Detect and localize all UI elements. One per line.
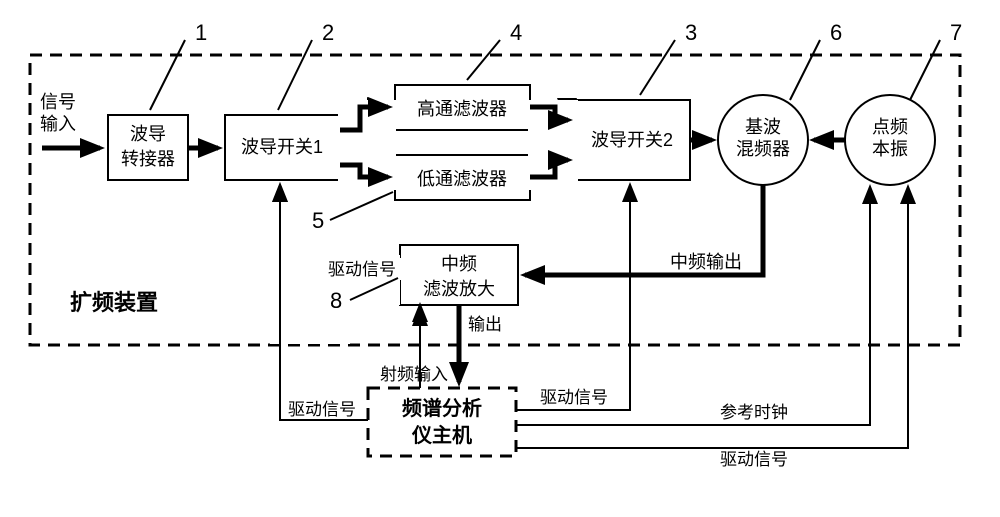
- analyzer-l2: 仪主机: [411, 423, 472, 447]
- arrow-sw1-lpf: [340, 168, 387, 177]
- num-5: 5: [312, 208, 324, 233]
- callout-8: [350, 278, 398, 300]
- switch1-label: 波导开关1: [241, 137, 323, 157]
- callout-2: [278, 40, 312, 110]
- num-2: 2: [322, 20, 334, 45]
- callout-3: [640, 40, 675, 95]
- ifamp-l1: 中频: [441, 254, 477, 274]
- num-3: 3: [685, 20, 697, 45]
- arrow-sw1-hpf: [340, 107, 387, 128]
- hpf-label: 高通滤波器: [417, 99, 507, 119]
- num-6: 6: [830, 20, 842, 45]
- lpf-label: 低通滤波器: [417, 169, 507, 189]
- signal-in-l1: 信号: [40, 92, 76, 112]
- callout-1: [150, 40, 185, 110]
- mixer-l1: 基波: [745, 117, 781, 137]
- signal-in-l2: 输入: [40, 114, 76, 134]
- lo-l2: 本振: [872, 139, 908, 159]
- arrow-drive-sw2: [516, 186, 630, 410]
- num-4: 4: [510, 20, 522, 45]
- num-1: 1: [195, 20, 207, 45]
- label-drive-lo: 驱动信号: [720, 450, 788, 469]
- label-refclk: 参考时钟: [720, 403, 788, 422]
- callout-7: [910, 40, 940, 100]
- callout-4: [467, 40, 500, 80]
- num-7: 7: [950, 20, 962, 45]
- label-if-out: 中频输出: [670, 252, 742, 272]
- switch2-label: 波导开关2: [591, 130, 673, 150]
- label-drive-sw2: 驱动信号: [540, 388, 608, 407]
- lo-l1: 点频: [872, 117, 908, 137]
- label-drive-sw1: 驱动信号: [288, 400, 356, 419]
- analyzer-l1: 频谱分析: [402, 396, 482, 420]
- adapter-l1: 波导: [130, 124, 166, 144]
- adapter-l2: 转接器: [121, 149, 175, 169]
- num-8: 8: [330, 288, 342, 313]
- label-rf-in: 射频输入: [380, 365, 448, 384]
- ifamp-l2: 滤波放大: [423, 279, 495, 299]
- label-output: 输出: [468, 315, 502, 334]
- device-title: 扩频装置: [70, 290, 158, 315]
- callout-6: [790, 40, 820, 100]
- mixer-l2: 混频器: [736, 139, 790, 159]
- callout-5: [330, 192, 393, 220]
